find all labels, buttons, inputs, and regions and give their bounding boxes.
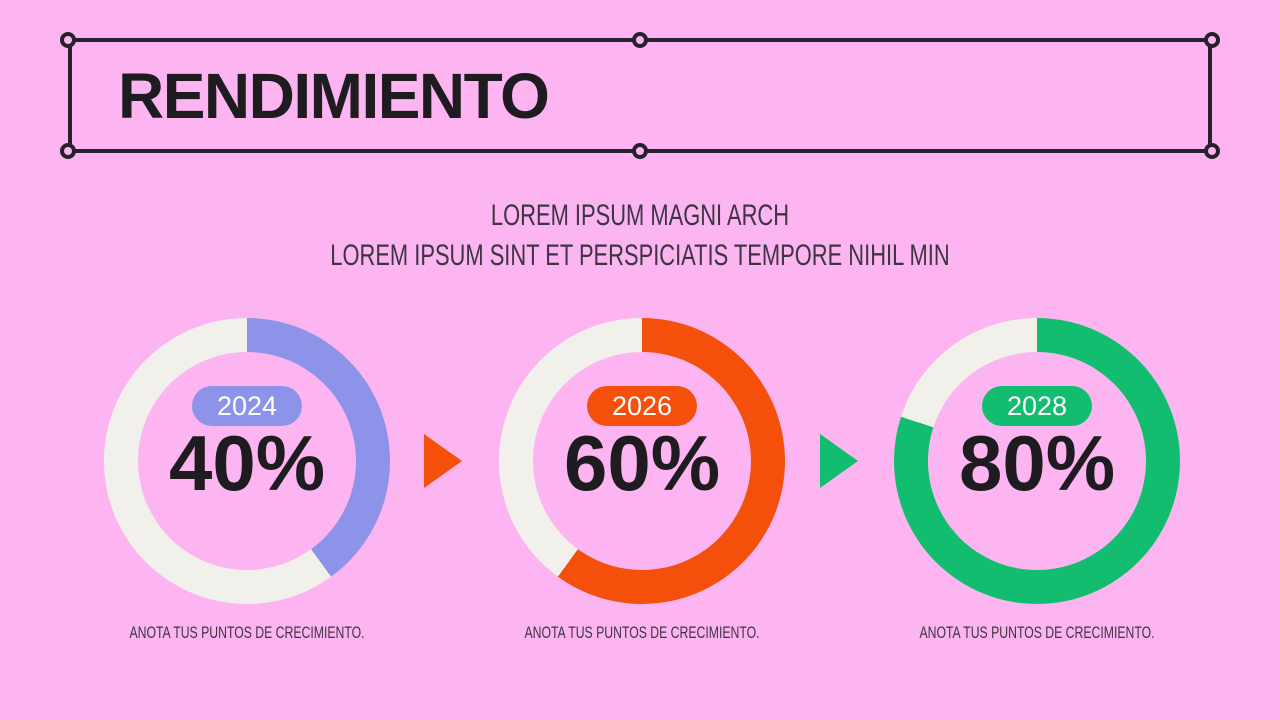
connector-node-icon: [632, 32, 648, 48]
connector-node-icon: [1204, 32, 1220, 48]
year-label: 2028: [1006, 391, 1068, 421]
percent-value: 40%: [168, 419, 326, 507]
connector-node-icon: [60, 143, 76, 159]
year-label: 2024: [216, 391, 278, 421]
arrow-right-icon: [820, 434, 858, 488]
donut-chart-2028: 2028 80% ANOTA TUS PUNTOS DE CRECIMIENTO…: [894, 318, 1180, 658]
donut-ring: 2024 40%: [104, 318, 390, 604]
subtitle-line-1: LOREM IPSUM MAGNI ARCH: [490, 199, 790, 232]
chart-caption: ANOTA TUS PUNTOS DE CRECIMIENTO.: [524, 623, 760, 642]
percent-value: 60%: [563, 419, 721, 507]
percent-value: 80%: [958, 419, 1116, 507]
connector-node-icon: [1204, 143, 1220, 159]
donut-chart-2024: 2024 40% ANOTA TUS PUNTOS DE CRECIMIENTO…: [104, 318, 390, 658]
page-title: RENDIMIENTO: [118, 59, 550, 132]
year-badge: 2024: [191, 386, 303, 426]
donut-ring: 2026 60%: [499, 318, 785, 604]
year-badge: 2026: [586, 386, 698, 426]
donut-chart-2026: 2026 60% ANOTA TUS PUNTOS DE CRECIMIENTO…: [499, 318, 785, 658]
title-frame: RENDIMIENTO: [68, 38, 1212, 153]
chart-caption: ANOTA TUS PUNTOS DE CRECIMIENTO.: [919, 623, 1155, 642]
chart-caption: ANOTA TUS PUNTOS DE CRECIMIENTO.: [129, 623, 365, 642]
subtitle: LOREM IPSUM MAGNI ARCH LOREM IPSUM SINT …: [0, 196, 1280, 276]
connector-node-icon: [60, 32, 76, 48]
connector-node-icon: [632, 143, 648, 159]
arrow-right-icon: [424, 434, 462, 488]
year-label: 2026: [611, 391, 673, 421]
subtitle-line-2: LOREM IPSUM SINT ET PERSPICIATIS TEMPORE…: [330, 239, 950, 272]
year-badge: 2028: [981, 386, 1093, 426]
donut-ring: 2028 80%: [894, 318, 1180, 604]
